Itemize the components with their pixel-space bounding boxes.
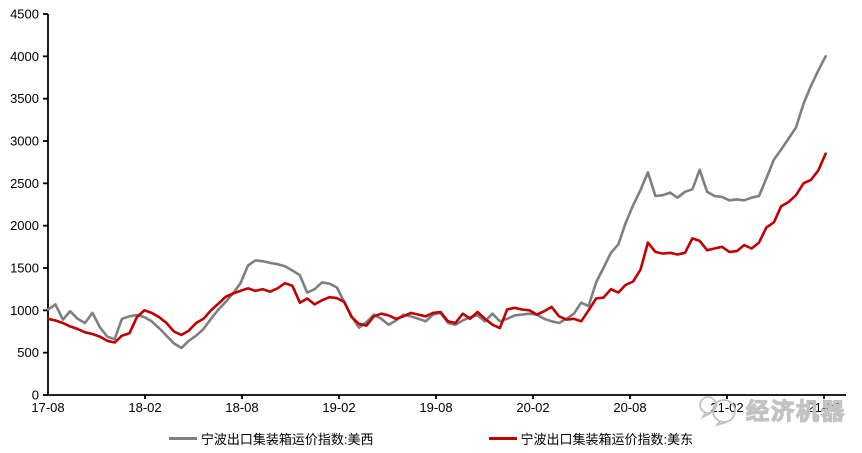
red-line-swatch [488, 437, 517, 440]
y-tick-label: 2500 [10, 176, 39, 191]
x-tick-label: 20-02 [516, 400, 549, 415]
legend-label-us-east: 宁波出口集装箱运价指数:美东 [520, 432, 694, 447]
legend-label-us-west: 宁波出口集装箱运价指数:美西 [200, 432, 374, 447]
y-tick-label: 0 [32, 388, 39, 403]
legend-item-us-west: 宁波出口集装箱运价指数:美西 [168, 429, 374, 448]
watermark: 经济机器 [697, 392, 846, 426]
x-tick-label: 19-02 [322, 400, 355, 415]
y-tick-label: 3000 [10, 134, 39, 149]
watermark-text: 经济机器 [745, 397, 846, 424]
legend-item-us-east: 宁波出口集装箱运价指数:美东 [488, 429, 694, 448]
x-tick-label: 18-08 [225, 400, 258, 415]
x-tick-label: 19-08 [419, 400, 452, 415]
x-tick-label: 17-08 [31, 400, 64, 415]
x-tick-label: 20-08 [613, 400, 646, 415]
y-tick-label: 4500 [10, 7, 39, 22]
y-tick-label: 3500 [10, 91, 39, 106]
overlapping-speech-bubbles-icon [699, 396, 736, 426]
x-tick-label: 21-08 [807, 400, 840, 415]
gray-line-us-west-series [46, 54, 827, 350]
y-tick-label: 4000 [10, 49, 39, 64]
x-tick-label: 18-02 [128, 400, 161, 415]
y-tick-label: 2000 [10, 218, 39, 233]
red-line-us-east-series [46, 152, 827, 344]
chart-legend: 宁波出口集装箱运价指数:美西 宁波出口集装箱运价指数:美东 [0, 429, 862, 448]
axes [43, 13, 846, 399]
y-tick-label: 1500 [10, 261, 39, 276]
gray-line-swatch [168, 437, 197, 440]
y-tick-label: 1000 [10, 303, 39, 318]
y-tick-label: 500 [17, 345, 39, 360]
